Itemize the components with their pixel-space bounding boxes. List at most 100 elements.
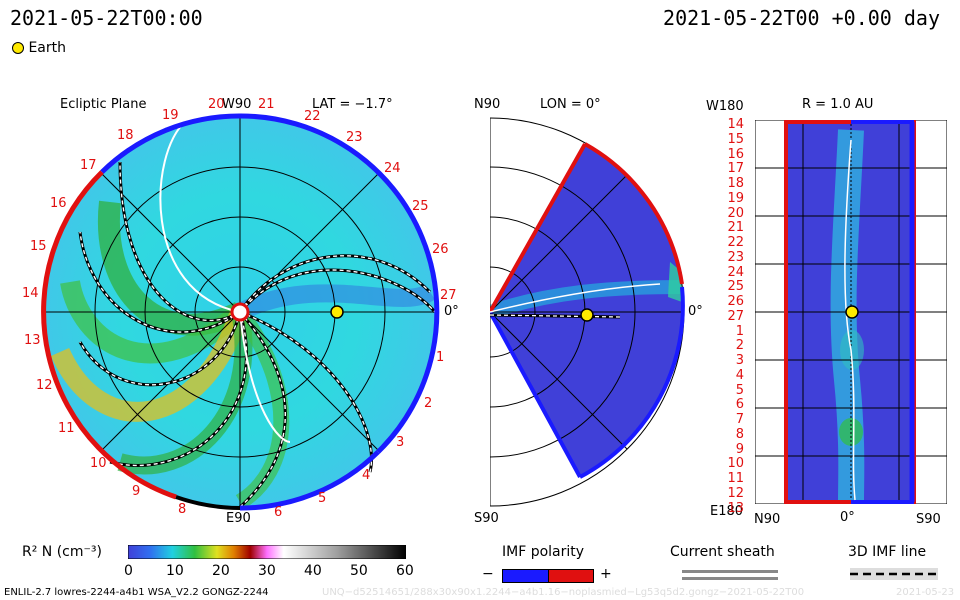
dial-label: 14 xyxy=(22,286,39,301)
imf-polarity-title: IMF polarity xyxy=(502,544,585,560)
earth-legend: Earth xyxy=(12,40,66,56)
dial-label: 4 xyxy=(362,468,371,483)
colorbar-tick: 10 xyxy=(166,563,184,579)
synoptic-row-label: 15 xyxy=(727,131,744,147)
current-sheath-title: Current sheath xyxy=(670,544,775,560)
sun-marker xyxy=(230,302,250,322)
imf-line-swatch xyxy=(850,568,938,580)
synoptic-x-n90: N90 xyxy=(754,512,781,527)
dial-label: 5 xyxy=(318,491,327,506)
meridional-plot xyxy=(490,117,685,507)
synoptic-e180-label: E180 xyxy=(710,504,744,519)
header-time-left: 2021-05-22T00:00 xyxy=(10,6,203,30)
synoptic-row-label: 21 xyxy=(727,220,744,236)
meridional-zero-label: 0° xyxy=(688,304,703,319)
dial-label: 13 xyxy=(24,333,41,348)
dial-label: 22 xyxy=(304,109,321,124)
synoptic-row-label: 17 xyxy=(727,161,744,177)
earth-legend-label: Earth xyxy=(28,40,66,56)
current-sheath-line xyxy=(159,121,241,313)
synoptic-row-label: 26 xyxy=(727,294,744,309)
synoptic-row-label: 16 xyxy=(727,146,744,162)
colorbar-tick: 60 xyxy=(396,563,414,579)
synoptic-row-label: 5 xyxy=(735,382,744,398)
synoptic-row-label: 23 xyxy=(727,249,744,265)
dial-label: 18 xyxy=(117,128,134,143)
imf-positive-swatch xyxy=(548,569,594,583)
dial-label: 21 xyxy=(258,97,275,112)
synoptic-row-label: 27 xyxy=(727,308,744,324)
dial-label: 17 xyxy=(80,158,97,173)
ecliptic-plane-plot xyxy=(41,113,440,511)
colorbar-tick: 0 xyxy=(124,563,133,579)
synoptic-row-label: 19 xyxy=(727,190,744,206)
dial-label: 23 xyxy=(346,130,363,145)
dial-label: 2 xyxy=(424,396,433,411)
dial-label: 24 xyxy=(384,161,401,176)
synoptic-earth-marker xyxy=(845,305,859,319)
dial-label: 11 xyxy=(58,421,75,436)
synoptic-plot xyxy=(755,120,947,504)
dial-label: 10 xyxy=(90,456,107,471)
density-colorbar xyxy=(128,545,406,559)
imf-minus-label: − xyxy=(482,566,494,582)
synoptic-row-label: 4 xyxy=(735,367,744,383)
density-stream-2 xyxy=(60,279,247,364)
synoptic-row-label: 8 xyxy=(735,426,744,442)
colorbar-tick: 50 xyxy=(350,563,368,579)
synoptic-row-label: 25 xyxy=(727,279,744,295)
polarity-ring-positive xyxy=(239,113,440,454)
synoptic-row-label: 24 xyxy=(727,264,744,280)
current-sheath-swatch xyxy=(682,570,778,573)
imf-line-title: 3D IMF line xyxy=(848,544,927,560)
dial-label: 8 xyxy=(178,502,187,517)
dial-label: 26 xyxy=(432,242,449,257)
ecliptic-e90-label: E90 xyxy=(226,511,251,526)
dial-label: 20 xyxy=(208,97,225,112)
synoptic-w180-label: W180 xyxy=(706,99,744,114)
dial-label: 15 xyxy=(30,239,47,254)
meridional-s90-label: S90 xyxy=(474,511,499,526)
dial-label: 9 xyxy=(132,484,141,499)
synoptic-row-label: 12 xyxy=(727,485,744,501)
ecliptic-lat-label: LAT = −1.7° xyxy=(312,97,393,112)
synoptic-row-label: 22 xyxy=(727,235,744,250)
imf-plus-label: + xyxy=(600,566,612,582)
synoptic-row-label: 13 xyxy=(727,500,744,516)
dial-label: 16 xyxy=(50,196,67,211)
earth-icon xyxy=(12,42,24,54)
meridional-lon-label: LON = 0° xyxy=(540,97,601,112)
synoptic-row-label: 3 xyxy=(735,353,744,368)
colorbar-tick: 40 xyxy=(304,563,322,579)
synoptic-row-label: 2 xyxy=(735,338,744,354)
synoptic-row-label: 9 xyxy=(735,441,744,457)
dial-label: 27 xyxy=(440,288,457,303)
meridional-n90-label: N90 xyxy=(474,97,501,112)
synoptic-row-label: 18 xyxy=(727,176,744,191)
synoptic-row-label: 14 xyxy=(727,117,744,132)
colorbar-tick: 30 xyxy=(258,563,276,579)
dial-label: 3 xyxy=(396,435,405,450)
synoptic-row-label: 6 xyxy=(735,397,744,413)
colorbar-tick: 20 xyxy=(212,563,230,579)
synoptic-row-label: 10 xyxy=(727,456,744,472)
earth-marker xyxy=(330,305,344,319)
imf-negative-swatch xyxy=(502,569,550,583)
ecliptic-zero-label: 0° xyxy=(444,304,459,319)
synoptic-row-label: 1 xyxy=(735,323,744,339)
dial-label: 19 xyxy=(162,108,179,123)
synoptic-row-label: 11 xyxy=(727,471,744,486)
header-time-right: 2021-05-22T00 +0.00 day xyxy=(663,6,940,30)
dial-label: 1 xyxy=(436,350,445,365)
meridional-earth-marker xyxy=(580,308,594,322)
dial-label: 6 xyxy=(274,505,283,520)
ecliptic-w90-label: W90 xyxy=(222,97,252,112)
synoptic-x-zero: 0° xyxy=(840,510,855,525)
footer-model-info: ENLIL-2.7 lowres-2244-a4b1 WSA_V2.2 GONG… xyxy=(4,587,269,598)
dial-label: 12 xyxy=(36,378,53,393)
ecliptic-title: Ecliptic Plane xyxy=(60,97,147,112)
footer-run-id: UNQ−d52514651/288x30x90x1.2244−a4b1.16−n… xyxy=(322,587,805,598)
synoptic-row-label: 7 xyxy=(735,412,744,427)
colorbar-label: R² N (cm⁻³) xyxy=(22,544,102,560)
footer-date: 2021-05-23 xyxy=(896,587,955,598)
